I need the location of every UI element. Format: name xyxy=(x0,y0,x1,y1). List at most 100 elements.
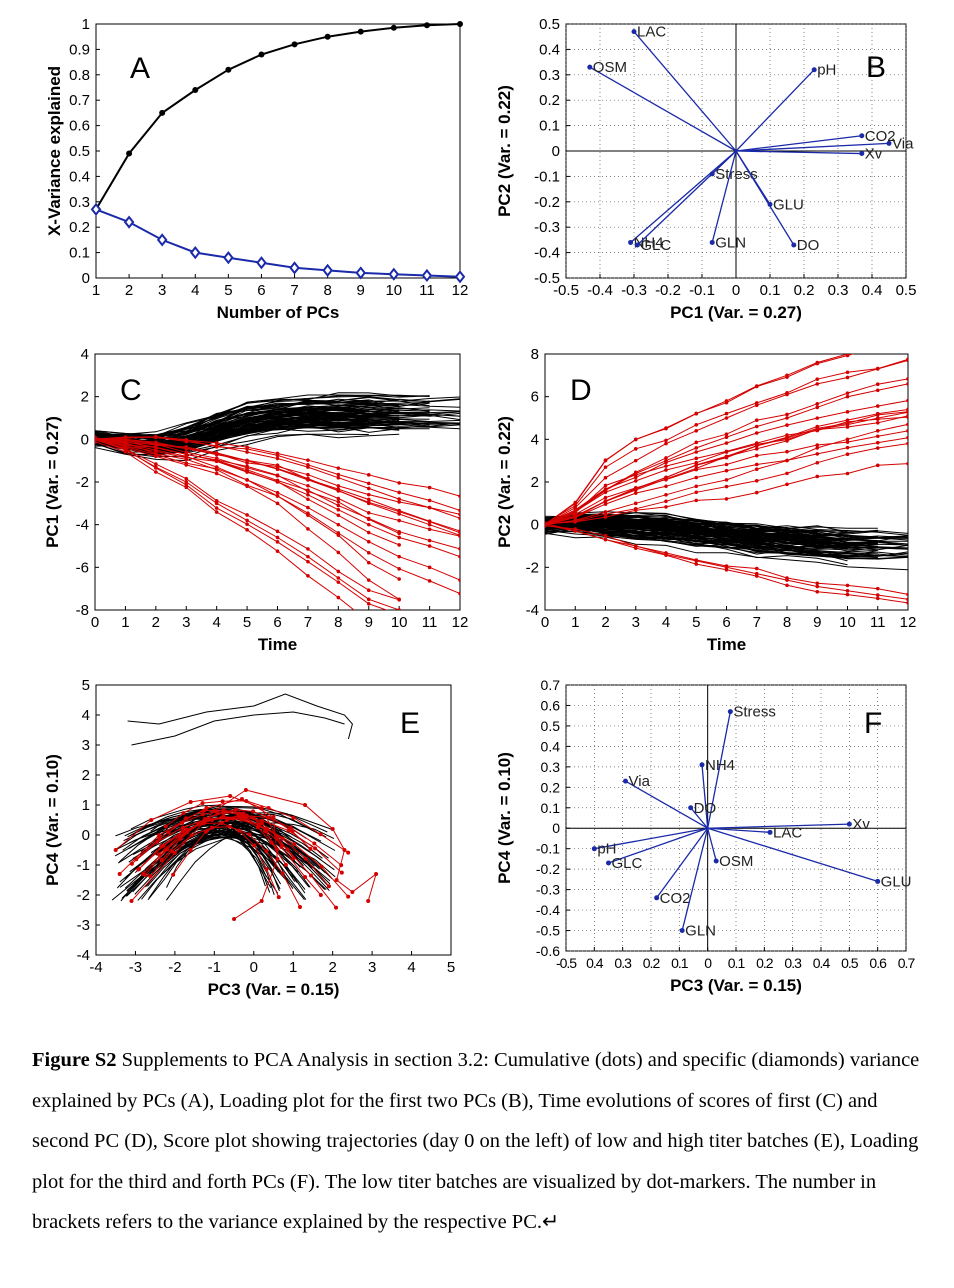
cumulative-point xyxy=(126,150,133,157)
low-titer-point xyxy=(303,803,308,807)
low-titer-point xyxy=(573,500,578,505)
panel-letter-d: D xyxy=(570,374,592,407)
low-titer-point xyxy=(754,442,759,447)
low-titer-point xyxy=(285,847,290,852)
low-titer-point xyxy=(664,460,668,465)
y-tick-label: -0.5 xyxy=(534,270,560,287)
y-tick-label: -4 xyxy=(77,947,90,964)
low-titer-point xyxy=(724,454,729,459)
y-axis-label: PC2 (Var. = 0.22) xyxy=(495,85,514,217)
low-titer-point xyxy=(336,496,341,501)
low-titer-point xyxy=(306,527,310,531)
low-titer-point xyxy=(906,422,908,427)
loading-point xyxy=(713,858,719,864)
low-titer-point xyxy=(694,490,699,495)
low-titer-point xyxy=(143,872,148,877)
low-titer-point xyxy=(603,533,608,538)
low-titer-point xyxy=(336,507,341,512)
panel-e: -4 -3 -2 -1 0 1 2 3 4 5 -4 -3 -2 -1 0 1 2 3 4 5 PC3 (Var. = … xyxy=(43,677,455,999)
low-titer-point xyxy=(754,418,759,422)
loading-point xyxy=(628,239,634,245)
loading-point xyxy=(591,846,597,852)
loading-point xyxy=(811,67,817,73)
low-titer-point xyxy=(336,503,341,508)
low-titer-point xyxy=(339,863,344,868)
loading-point xyxy=(699,762,705,768)
low-titer-point xyxy=(275,857,280,861)
low-titer-point xyxy=(252,843,257,848)
loading-point xyxy=(709,239,715,245)
low-titer-point xyxy=(245,478,249,482)
low-titer-point xyxy=(785,439,789,443)
loading-point xyxy=(679,928,685,934)
low-titer-point xyxy=(906,340,910,344)
low-titer-point xyxy=(815,474,820,479)
y-tick-label: 0.5 xyxy=(539,16,560,33)
low-titer-point xyxy=(245,458,249,463)
low-titer-point xyxy=(159,844,164,849)
x-axis-label: Number of PCs xyxy=(217,303,340,322)
y-tick-label: 1 xyxy=(82,797,90,814)
low-titer-point xyxy=(214,458,219,462)
low-titer-point xyxy=(244,813,249,818)
trajectories-e xyxy=(111,693,379,921)
low-titer-point xyxy=(259,806,264,810)
x-tick-label: 2 xyxy=(152,614,160,631)
x-tick-label: -4 xyxy=(89,959,102,976)
x-tick-label: 1 xyxy=(571,614,579,631)
low-titer-point xyxy=(336,484,341,488)
low-titer-point xyxy=(815,452,820,456)
x-tick-label: -0.2 xyxy=(655,282,681,299)
low-titer-point xyxy=(264,849,269,854)
low-titer-point xyxy=(815,361,820,366)
y-tick-label: 0.4 xyxy=(69,168,90,185)
loading-vector xyxy=(630,150,737,243)
x-tick-label: 11 xyxy=(419,282,435,299)
low-titer-point xyxy=(724,468,729,473)
low-titer-point xyxy=(136,867,141,872)
low-titer-point xyxy=(336,489,341,493)
y-tick-label: 0.1 xyxy=(541,800,561,816)
y-tick-label: 0.1 xyxy=(69,245,90,262)
y-tick-label: 0.5 xyxy=(541,718,561,734)
low-titer-point xyxy=(397,634,401,638)
low-titer-point xyxy=(117,872,122,876)
panel-letter-c: C xyxy=(120,374,142,407)
low-titer-point xyxy=(306,554,310,559)
low-titer-point xyxy=(134,857,139,862)
loading-vector xyxy=(707,823,850,829)
low-titer-point xyxy=(754,424,759,429)
high-titer-trajectory xyxy=(113,827,279,894)
low-titer-point xyxy=(303,856,308,861)
low-titer-point xyxy=(366,473,371,477)
x-tick-label: 0.5 xyxy=(841,955,859,971)
low-titer-point xyxy=(113,848,118,852)
low-titer-point xyxy=(875,416,880,420)
loading-vector xyxy=(636,150,737,246)
loading-vector xyxy=(681,828,709,931)
low-titer-point xyxy=(664,468,668,472)
x-tick-label: 11 xyxy=(870,614,886,631)
high-titer-trajectory xyxy=(131,711,345,746)
low-titer-point xyxy=(845,420,850,424)
low-titer-point xyxy=(154,466,158,470)
low-titer-point xyxy=(545,522,547,526)
panel-letter-b: B xyxy=(866,51,886,84)
low-titer-point xyxy=(845,440,850,444)
low-titer-point xyxy=(244,798,249,803)
specific-variance-line xyxy=(95,208,461,278)
low-titer-point xyxy=(346,850,351,855)
low-titer-point xyxy=(245,527,249,532)
low-titer-point xyxy=(154,449,158,454)
low-titer-point xyxy=(664,477,668,481)
low-titer-point xyxy=(664,456,668,460)
high-titer-trajectory xyxy=(95,394,430,437)
low-titer-point xyxy=(397,518,401,523)
low-titer-point xyxy=(318,893,323,897)
cumulative-point xyxy=(457,21,463,27)
low-titer-point xyxy=(875,596,880,601)
low-titer-point xyxy=(346,894,351,899)
x-tick-label: 4 xyxy=(662,614,670,631)
low-titer-point xyxy=(694,558,699,562)
low-titer-point xyxy=(785,471,789,476)
